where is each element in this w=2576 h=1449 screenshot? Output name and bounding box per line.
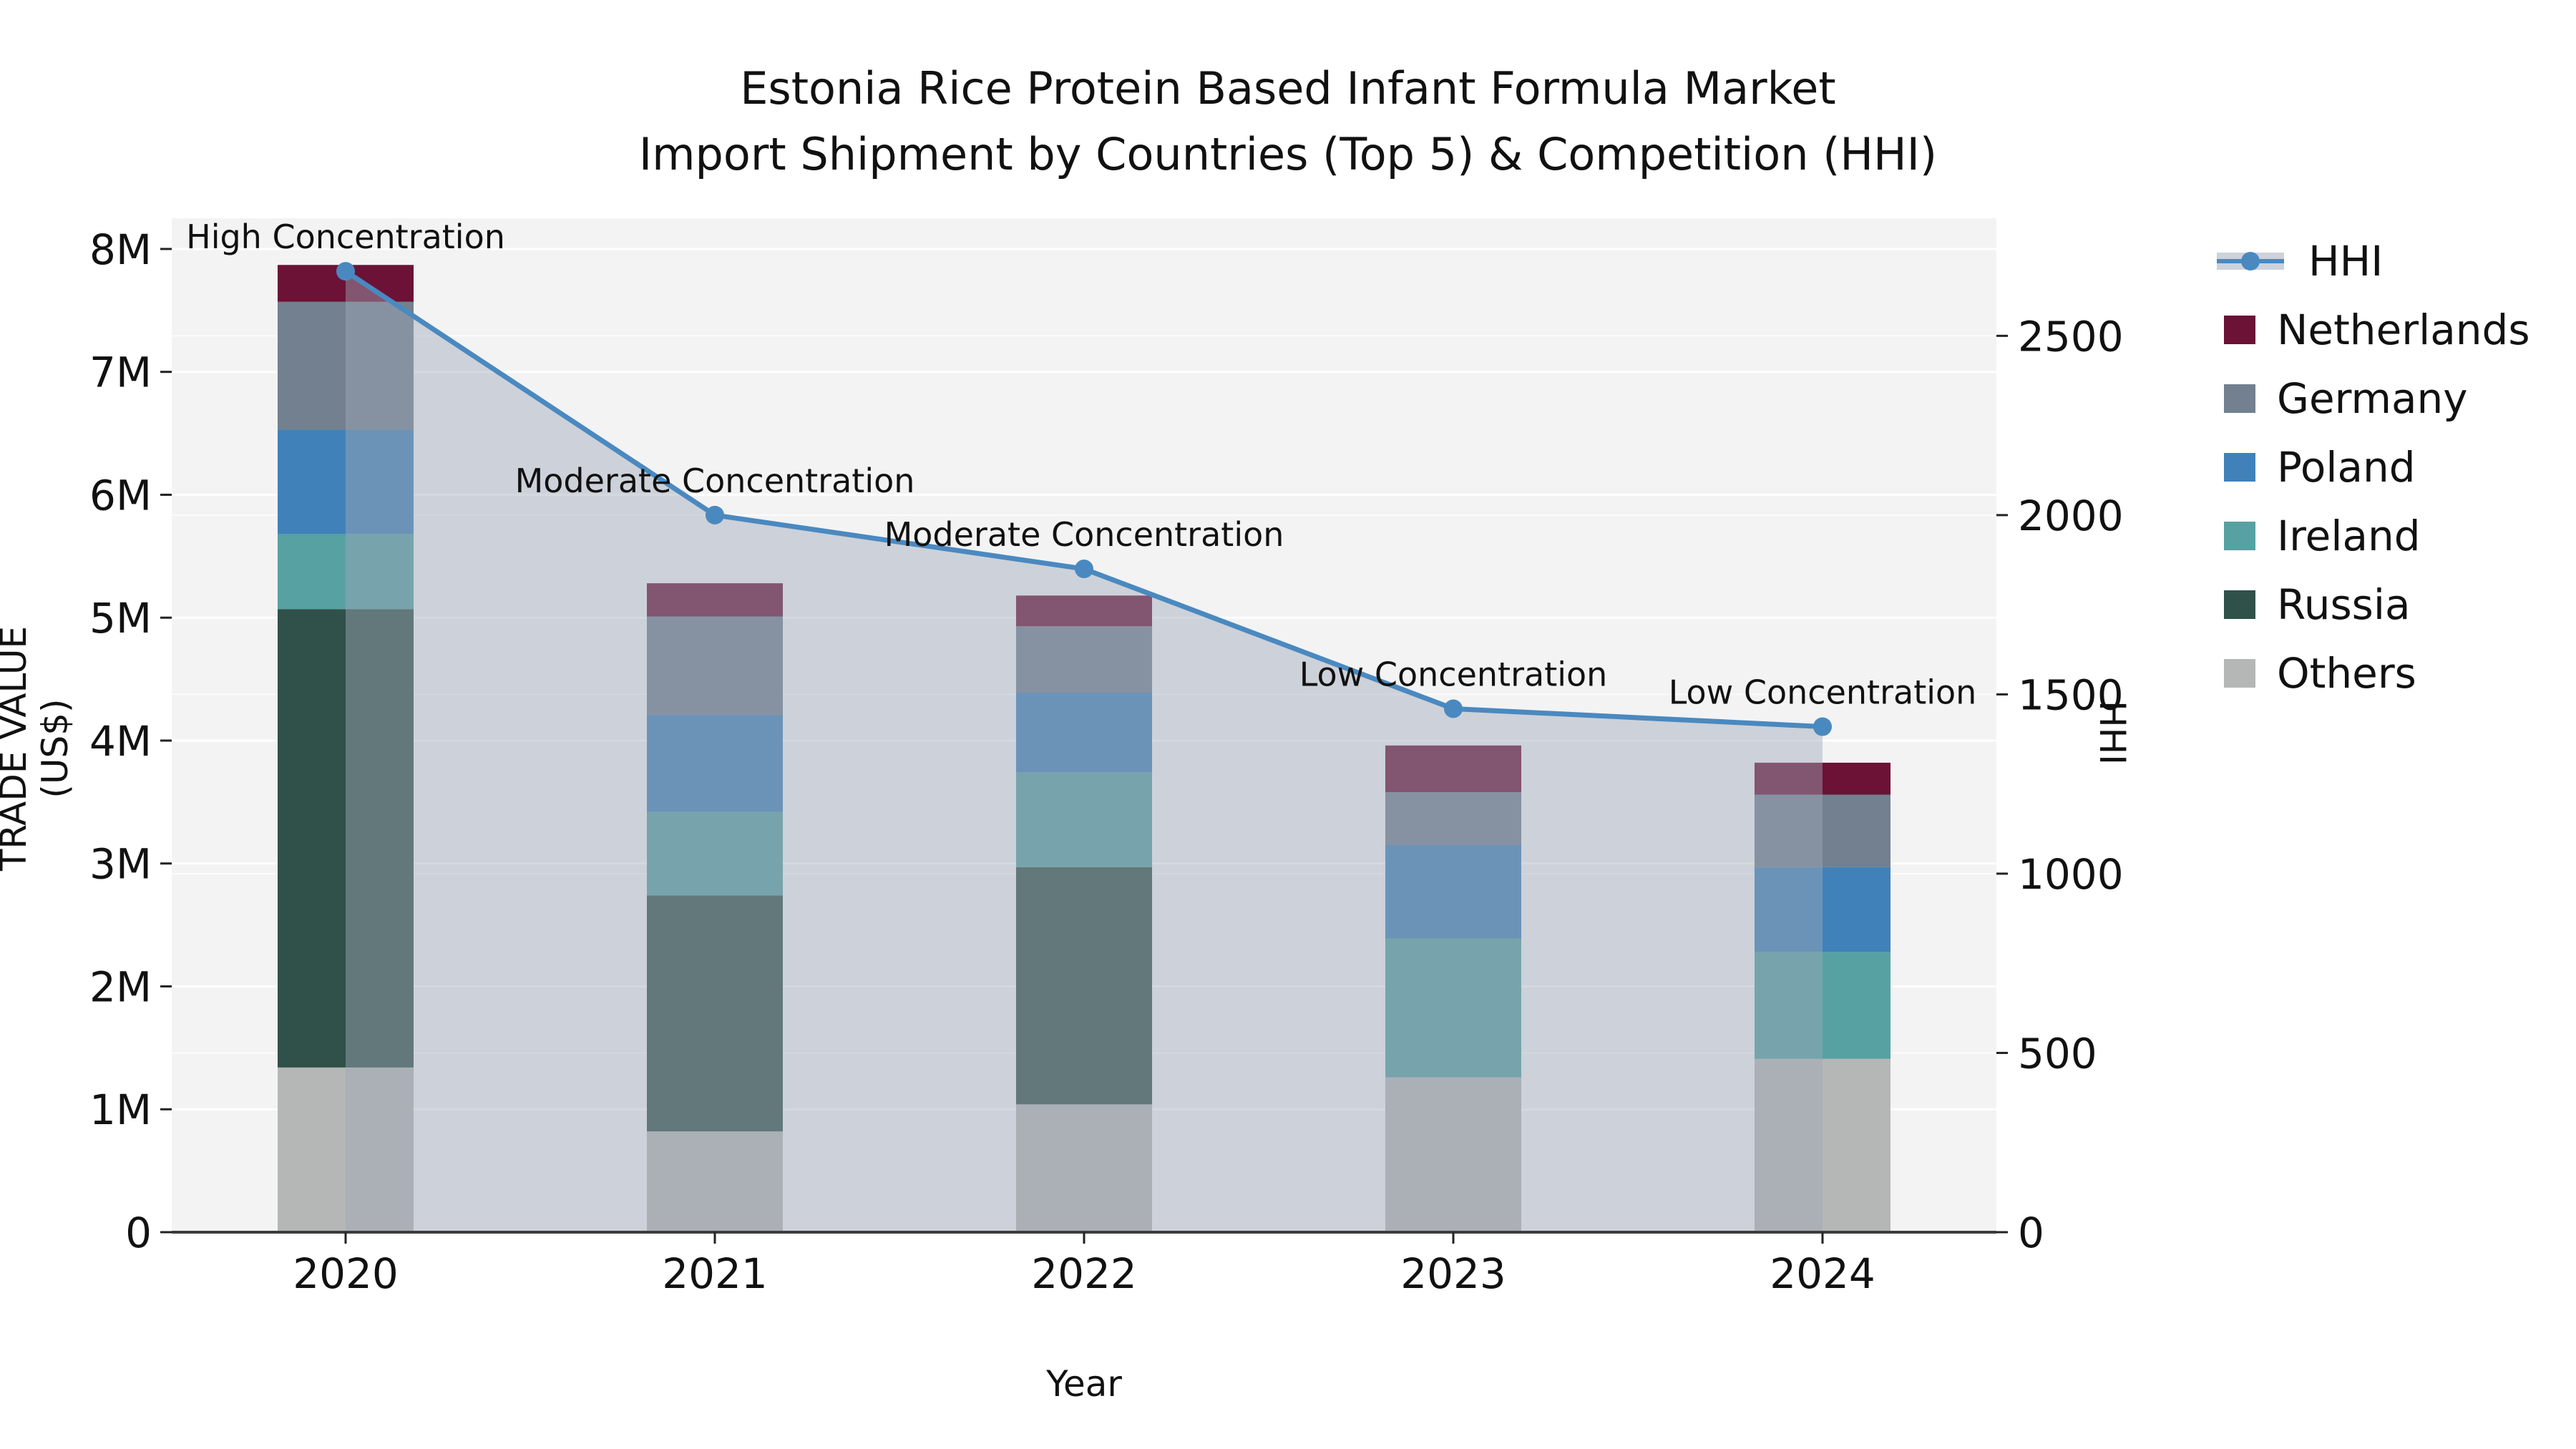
legend-item-poland: Poland	[2215, 433, 2530, 502]
x-tick-label-2024: 2024	[1770, 1249, 1875, 1298]
legend-item-netherlands: Netherlands	[2215, 296, 2530, 364]
bar-segment-2021-germany	[647, 616, 783, 715]
bar-segment-2022-poland	[1016, 692, 1152, 773]
legend-label-hhi: HHI	[2308, 237, 2384, 286]
x-axis-title: Year	[1046, 1363, 1122, 1405]
hhi-marker-2021	[706, 505, 724, 525]
legend-swatch-poland	[2224, 453, 2255, 482]
bar-segment-2024-germany	[1755, 794, 1890, 867]
left-tick-label-2M: 2M	[89, 962, 152, 1011]
chart-title-line-2: Import Shipment by Countries (Top 5) & C…	[638, 128, 1938, 180]
left-tick-label-7M: 7M	[89, 348, 152, 397]
bar-segment-2024-ireland	[1755, 952, 1890, 1059]
legend-label-russia: Russia	[2277, 580, 2411, 629]
bar-segment-2022-russia	[1016, 867, 1152, 1105]
hhi-marker-2022	[1075, 560, 1093, 579]
bar-segment-2020-others	[278, 1067, 414, 1232]
bar-segment-2020-poland	[278, 429, 414, 535]
right-tick-label-2000: 2000	[2018, 492, 2124, 540]
left-tick-label-6M: 6M	[89, 471, 152, 519]
legend-swatch-others	[2224, 659, 2255, 688]
left-tick-label-4M: 4M	[89, 717, 152, 766]
legend-item-hhi: HHI	[2215, 227, 2530, 296]
bar-segment-2021-ireland	[647, 811, 783, 896]
legend-item-others: Others	[2215, 639, 2530, 708]
bar-segment-2023-germany	[1385, 792, 1521, 845]
annotation-2024: Low Concentration	[1669, 673, 1977, 712]
legend-label-ireland: Ireland	[2277, 512, 2421, 560]
annotation-2020: High Concentration	[186, 218, 505, 256]
left-tick-label-3M: 3M	[89, 840, 152, 889]
legend: HHI Netherlands Germany Poland Ireland Russia…	[2215, 227, 2530, 708]
x-tick-label-2021: 2021	[662, 1249, 768, 1298]
hhi-area-fill	[346, 271, 1823, 1233]
bar-segment-2023-ireland	[1385, 938, 1521, 1078]
bar-segment-2021-others	[647, 1131, 783, 1232]
x-tick-label-2022: 2022	[1031, 1249, 1137, 1298]
annotation-2023: Low Concentration	[1299, 655, 1608, 693]
bar-segment-2020-russia	[278, 609, 414, 1068]
annotation-2022: Moderate Concentration	[884, 515, 1284, 554]
legend-swatch-netherlands	[2224, 316, 2255, 344]
right-axis-title: HHI	[2092, 701, 2133, 765]
hhi-marker-2024	[1813, 717, 1832, 736]
right-tick-label-2500: 2500	[2018, 312, 2124, 361]
bar-segment-2024-netherlands	[1755, 762, 1890, 795]
left-axis-title: TRADE VALUE (US$)	[0, 625, 76, 872]
bar-segment-2020-germany	[278, 301, 414, 430]
bar-segment-2023-poland	[1385, 844, 1521, 939]
chart-title-line-1: Estonia Rice Protein Based Infant Formul…	[740, 62, 1836, 114]
chart-title: Estonia Rice Protein Based Infant Formul…	[0, 56, 2576, 187]
left-tick-label-1M: 1M	[89, 1085, 152, 1134]
legend-item-russia: Russia	[2215, 570, 2530, 639]
bar-segment-2020-ireland	[278, 534, 414, 610]
legend-item-germany: Germany	[2215, 364, 2530, 433]
legend-swatch-germany	[2224, 384, 2255, 413]
bar-segment-2023-netherlands	[1385, 745, 1521, 793]
right-tick-label-500: 500	[2018, 1029, 2097, 1078]
bar-segment-2023-others	[1385, 1077, 1521, 1232]
x-tick-label-2023: 2023	[1400, 1249, 1506, 1298]
bar-segment-2022-netherlands	[1016, 595, 1152, 627]
left-tick-label-0: 0	[125, 1209, 152, 1257]
left-tick-label-8M: 8M	[89, 225, 152, 274]
legend-label-poland: Poland	[2277, 443, 2416, 492]
right-tick-label-1000: 1000	[2018, 850, 2124, 899]
legend-hhi-line-icon	[2215, 245, 2287, 277]
bar-segment-2021-netherlands	[647, 583, 783, 617]
legend-label-others: Others	[2277, 649, 2416, 698]
hhi-marker-2020	[336, 262, 355, 281]
bar-segment-2024-poland	[1755, 867, 1890, 952]
legend-swatch-russia	[2224, 590, 2255, 619]
bar-segment-2022-germany	[1016, 626, 1152, 693]
legend-swatch-ireland	[2224, 522, 2255, 550]
bar-segment-2024-others	[1755, 1058, 1890, 1232]
bar-segment-2022-ireland	[1016, 772, 1152, 867]
legend-label-germany: Germany	[2277, 374, 2468, 423]
bar-segment-2021-poland	[647, 714, 783, 812]
bar-segment-2022-others	[1016, 1104, 1152, 1232]
left-tick-label-5M: 5M	[89, 594, 152, 643]
legend-item-ireland: Ireland	[2215, 502, 2530, 570]
hhi-marker-2023	[1444, 699, 1463, 718]
right-tick-label-0: 0	[2018, 1209, 2044, 1257]
right-tick-label-1500: 1500	[2018, 670, 2124, 719]
annotation-2021: Moderate Concentration	[515, 462, 915, 500]
x-tick-label-2020: 2020	[293, 1249, 399, 1298]
legend-label-netherlands: Netherlands	[2277, 306, 2530, 354]
bar-segment-2021-russia	[647, 895, 783, 1132]
